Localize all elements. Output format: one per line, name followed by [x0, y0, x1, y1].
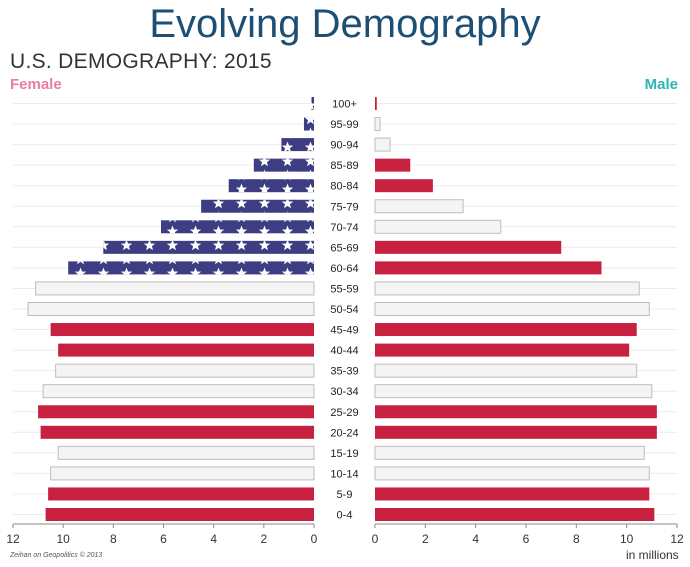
- female-bar-stars-100+: [311, 97, 314, 110]
- male-bar-75-79: [374, 199, 464, 214]
- male-bar-50-54: [374, 302, 650, 316]
- male-bar-30-34: [374, 384, 653, 399]
- female-bar-10-14: [50, 466, 315, 481]
- female-tick-label: 12: [6, 532, 20, 546]
- male-bar-20-24: [375, 425, 657, 439]
- age-group-labels: 100+ 95-99 90-94 85-89 80-84 75-79 70-74 65-69 6…: [330, 99, 358, 522]
- source-credit: Zeihan on Geopolitics © 2013: [10, 552, 103, 559]
- female-bars: [27, 97, 315, 521]
- female-bar-20-24: [40, 425, 314, 439]
- age-label-0-4: 0-4: [337, 510, 353, 522]
- female-bar-45-49: [50, 323, 314, 337]
- age-label-35-39: 35-39: [330, 366, 358, 378]
- male-tick-label: 0: [372, 532, 379, 546]
- male-tick-label: 10: [620, 532, 634, 546]
- male-bar-35-39: [374, 363, 638, 378]
- female-bar-stars-70-74: [160, 220, 314, 234]
- age-label-25-29: 25-29: [330, 407, 358, 419]
- male-bar-60-64: [375, 261, 602, 275]
- age-label-20-24: 20-24: [330, 427, 358, 439]
- female-bar-stars-60-64: [68, 261, 314, 275]
- age-label-10-14: 10-14: [330, 468, 358, 480]
- female-bar-35-39: [55, 363, 315, 378]
- age-label-45-49: 45-49: [330, 325, 358, 337]
- male-tick-label: 8: [573, 532, 580, 546]
- male-tick-label: 2: [422, 532, 429, 546]
- age-label-70-74: 70-74: [330, 222, 358, 234]
- female-bar-55-59: [35, 281, 315, 296]
- female-bar-40-44: [58, 343, 315, 357]
- age-label-30-34: 30-34: [330, 386, 358, 398]
- age-label-50-54: 50-54: [330, 304, 358, 316]
- female-legend-label: Female: [10, 76, 62, 93]
- female-tick-label: 4: [210, 532, 217, 546]
- age-label-60-64: 60-64: [330, 263, 358, 275]
- female-bar-stars-90-94: [281, 138, 314, 152]
- male-bar-40-44: [375, 343, 630, 357]
- female-bar-stars-75-79: [201, 199, 314, 213]
- age-label-5-9: 5-9: [337, 489, 353, 501]
- male-tick-label: 4: [472, 532, 479, 546]
- age-label-85-89: 85-89: [330, 160, 358, 172]
- male-bar-0-4: [375, 508, 655, 521]
- male-legend-label: Male: [644, 76, 678, 93]
- male-bar-70-74: [374, 219, 502, 234]
- units-label: in millions: [626, 548, 679, 562]
- age-label-95-99: 95-99: [330, 119, 358, 131]
- female-tick-label: 10: [56, 532, 70, 546]
- male-bars: [374, 97, 657, 521]
- age-label-15-19: 15-19: [330, 448, 358, 460]
- age-label-100+: 100+: [332, 99, 357, 111]
- male-tick-label: 6: [523, 532, 530, 546]
- male-bar-80-84: [375, 179, 433, 193]
- age-label-40-44: 40-44: [330, 345, 358, 357]
- age-label-90-94: 90-94: [330, 140, 358, 152]
- age-label-55-59: 55-59: [330, 283, 358, 295]
- female-bar-30-34: [42, 384, 315, 399]
- male-x-axis: 0 2 4 6 8 10 12: [372, 523, 684, 546]
- female-bar-5-9: [48, 487, 314, 501]
- female-tick-label: 6: [160, 532, 167, 546]
- male-bar-15-19: [374, 445, 645, 460]
- female-bar-25-29: [38, 405, 314, 419]
- male-tick-label: 12: [670, 532, 684, 546]
- male-bar-10-14: [374, 466, 650, 481]
- female-x-axis: 12 10 8 6 4 2 0: [6, 523, 318, 546]
- female-tick-label: 2: [260, 532, 267, 546]
- male-bar-5-9: [375, 487, 650, 501]
- male-bar-65-69: [375, 240, 562, 254]
- female-bar-stars-85-89: [253, 158, 314, 172]
- male-bar-85-89: [375, 158, 411, 172]
- male-bar-90-94: [374, 137, 391, 152]
- female-bar-50-54: [27, 302, 315, 316]
- female-tick-label: 8: [110, 532, 117, 546]
- male-bar-55-59: [374, 281, 640, 296]
- male-bar-45-49: [375, 323, 637, 337]
- chart-title: Evolving Demography: [149, 2, 541, 46]
- female-bar-stars-80-84: [228, 179, 314, 193]
- male-bar-25-29: [375, 405, 657, 419]
- chart-subtitle: U.S. DEMOGRAPHY: 2015: [10, 50, 272, 73]
- age-label-65-69: 65-69: [330, 242, 358, 254]
- female-bar-stars-65-69: [103, 240, 314, 254]
- female-bar-15-19: [57, 445, 315, 460]
- female-tick-label: 0: [311, 532, 318, 546]
- male-bar-95-99: [374, 117, 381, 132]
- age-label-75-79: 75-79: [330, 201, 358, 213]
- female-bar-0-4: [45, 508, 314, 521]
- male-bar-100+: [375, 97, 377, 110]
- age-label-80-84: 80-84: [330, 181, 358, 193]
- female-bar-stars-95-99: [303, 117, 314, 131]
